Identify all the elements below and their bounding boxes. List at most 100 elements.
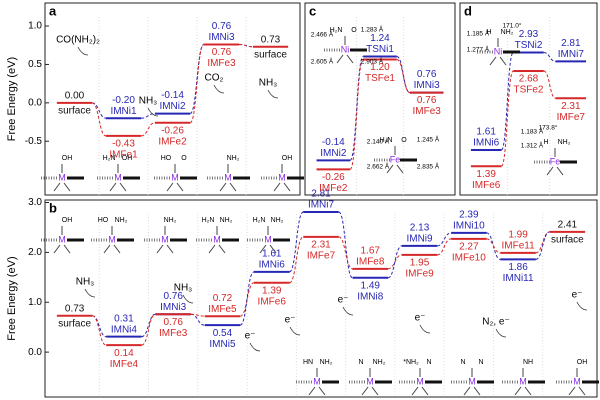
level-label: IMNi1: [110, 106, 137, 117]
bond: [63, 244, 71, 254]
panel-letter: c: [309, 3, 316, 18]
annotation-arrow: [576, 301, 588, 311]
energy-value: 1.49: [361, 280, 381, 291]
metal-atom: M: [416, 376, 424, 386]
energy-value: 2.93: [519, 29, 539, 40]
ligand: H₂N: [380, 137, 393, 144]
level-label: IMFe4: [110, 359, 139, 370]
y-tick-label: 2.0: [28, 247, 42, 258]
geometry-label: 171.0°: [503, 22, 522, 30]
connector: [288, 236, 304, 284]
bond: [524, 386, 532, 396]
y-tick-label: 1.0: [28, 297, 42, 308]
level-label: IMFe6: [258, 296, 287, 307]
level-label: IMNi10: [453, 221, 485, 232]
connector: [141, 313, 156, 346]
ligand: N: [358, 359, 363, 366]
metal-atom: M: [58, 234, 66, 244]
connector: [396, 55, 411, 94]
ligand: OH: [62, 155, 73, 162]
annotation-arrow: [213, 84, 225, 94]
level-label: IMFe3: [412, 106, 441, 117]
ligand: NH₂: [373, 359, 386, 366]
metal-atom: M: [468, 376, 476, 386]
ligand: NH₂: [271, 217, 284, 224]
y-tick-label: 0.5: [28, 59, 42, 70]
y-tick-label: 3.0: [28, 197, 42, 208]
level-label: TSNi2: [515, 40, 543, 51]
energy-value: 0.72: [213, 293, 233, 304]
energy-value: 0.76: [212, 21, 232, 32]
energy-value: 0.54: [213, 328, 233, 339]
metal-atom: M: [519, 376, 527, 386]
ligand: H₂N: [253, 217, 266, 224]
level-label: IMFe6: [472, 180, 501, 191]
ligand: HO: [161, 155, 172, 162]
geometry-label: 1.312 Å: [521, 141, 544, 150]
connector: [91, 102, 107, 137]
metal-atom: Ni: [341, 44, 350, 54]
annotation-arrow: [289, 326, 301, 336]
level-label: IMNi9: [406, 234, 433, 245]
energy-value: 1.61: [476, 127, 496, 138]
ligand: O: [181, 155, 187, 162]
connector: [239, 271, 255, 326]
ligand: N: [478, 359, 483, 366]
energy-value: -0.26: [161, 125, 184, 136]
level-label: IMFe9: [405, 269, 434, 280]
metal-atom: M: [224, 172, 232, 182]
bond: [166, 182, 174, 192]
metal-atom: M: [278, 172, 286, 182]
metal-atom: M: [366, 376, 374, 386]
energy-value: -0.26: [322, 172, 345, 183]
ligand: NH₂: [220, 217, 233, 224]
energy-value: 1.95: [410, 258, 430, 269]
level-label: IMNi7: [558, 49, 585, 60]
y-axis-label: Free Energy (eV): [6, 57, 18, 141]
level-label: IMNi7: [308, 200, 335, 211]
bond: [336, 54, 344, 64]
connector: [437, 238, 452, 256]
y-tick-label: 0.0: [28, 97, 42, 108]
ligand: NH₂: [164, 217, 177, 224]
annotation-arrow: [419, 324, 431, 334]
level-label: IMFe3: [159, 328, 188, 339]
level-label: surface: [551, 235, 584, 246]
connector: [535, 231, 550, 254]
energy-value: -0.14: [322, 137, 345, 148]
connector: [500, 51, 514, 151]
energy-value: 2.39: [459, 210, 479, 221]
level-label: IMNi3: [160, 302, 187, 313]
level-label: IMFe5: [208, 304, 237, 315]
annotation-arrow: [249, 342, 261, 352]
y-tick-label: 1.0: [28, 21, 42, 32]
metal-atom: M: [573, 376, 581, 386]
annotation: NH₃: [259, 78, 278, 89]
level-label: IMFe2: [158, 136, 187, 147]
metal-atom: M: [114, 172, 122, 182]
connector: [387, 254, 402, 270]
annotation-arrow: [147, 107, 159, 117]
level-label: IMNi8: [357, 291, 384, 302]
annotation-arrow: [77, 46, 89, 56]
connector: [239, 43, 253, 48]
connector: [92, 102, 106, 119]
connector: [387, 245, 403, 279]
connector: [189, 43, 205, 124]
annotation: e⁻: [338, 295, 349, 306]
bond: [176, 182, 184, 192]
panel-frame: [44, 2, 301, 196]
level-label: IMFe7: [307, 251, 336, 262]
geometry-label: 173.8°: [539, 124, 558, 132]
connector: [437, 232, 452, 247]
connector: [239, 282, 255, 317]
annotation: e⁻: [245, 331, 256, 342]
metal-atom: M: [171, 172, 179, 182]
bond: [273, 182, 281, 192]
connector: [92, 315, 107, 338]
ligand: H₂N: [103, 155, 116, 162]
energy-value: 2.13: [410, 223, 430, 234]
panel-letter: d: [464, 3, 472, 18]
level-label: IMNi6: [473, 138, 500, 149]
